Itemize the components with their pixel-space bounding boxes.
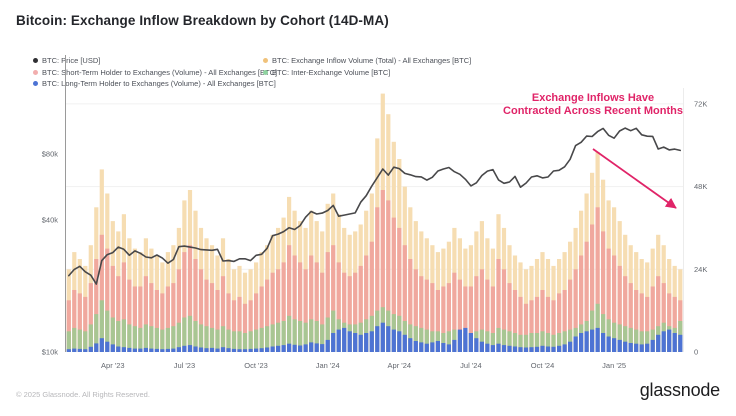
total-inflow-legend-dot-icon	[263, 58, 268, 64]
glassnode-logo: glassnode	[639, 380, 720, 400]
legend-label: BTC: Long-Term Holder to Exchanges (Volu…	[42, 79, 276, 89]
inter-exchange-legend-dot-icon	[263, 69, 268, 75]
annotation-arrow-icon	[592, 148, 677, 209]
x-axis-labels: Apr '23 Jul '23 Oct '23 Jan '24 Apr '24 Jul '…	[101, 361, 626, 370]
svg-text:$40k: $40k	[42, 215, 59, 224]
left-axis-labels: $10k $40k $80k	[42, 149, 59, 356]
svg-text:Oct '24: Oct '24	[531, 361, 555, 370]
legend-item-total-inflow[interactable]: BTC: Exchange Inflow Volume (Total) - Al…	[263, 55, 471, 67]
short-term-holder-legend-dot-icon	[33, 69, 38, 75]
annotation-line-2: Contracted Across Recent Months	[503, 105, 683, 117]
legend-item-inter-exchange[interactable]: BTC: Inter-Exchange Volume [BTC]	[263, 67, 471, 79]
legend-label: BTC: Price [USD]	[42, 56, 101, 66]
svg-text:Jul '24: Jul '24	[460, 361, 481, 370]
svg-text:0: 0	[694, 348, 698, 357]
long-term-holder-legend-dot-icon	[33, 81, 38, 87]
bars-lth	[66, 322, 683, 352]
legend-item-long-term-holder[interactable]: BTC: Long-Term Holder to Exchanges (Volu…	[33, 78, 276, 90]
chart-annotation: Exchange Inflows Have Contracted Across …	[448, 92, 736, 118]
legend-label: BTC: Inter-Exchange Volume [BTC]	[272, 67, 391, 77]
price-line	[68, 127, 681, 285]
svg-text:72K: 72K	[694, 99, 707, 108]
svg-text:Jul '23: Jul '23	[174, 361, 195, 370]
svg-text:Apr '23: Apr '23	[101, 361, 125, 370]
legend-item-price[interactable]: BTC: Price [USD]	[33, 55, 263, 67]
svg-text:48K: 48K	[694, 182, 707, 191]
svg-text:Oct '23: Oct '23	[244, 361, 268, 370]
page-title: Bitcoin: Exchange Inflow Breakdown by Co…	[16, 13, 389, 28]
chart-legend: BTC: Price [USD] BTC: Exchange Inflow Vo…	[33, 55, 471, 90]
price-legend-dot-icon	[33, 58, 38, 64]
legend-label: BTC: Short-Term Holder to Exchanges (Vol…	[42, 67, 278, 77]
svg-text:Jan '24: Jan '24	[316, 361, 340, 370]
svg-text:$80k: $80k	[42, 149, 59, 158]
bars-sth	[66, 190, 683, 352]
legend-item-short-term-holder[interactable]: BTC: Short-Term Holder to Exchanges (Vol…	[33, 67, 277, 79]
copyright-text: © 2025 Glassnode. All Rights Reserved.	[16, 390, 150, 399]
legend-label: BTC: Exchange Inflow Volume (Total) - Al…	[272, 56, 472, 66]
svg-text:Jan '25: Jan '25	[602, 361, 626, 370]
svg-text:Apr '24: Apr '24	[388, 361, 412, 370]
annotation-line-1: Exchange Inflows Have	[531, 92, 655, 104]
svg-text:$10k: $10k	[42, 348, 59, 357]
svg-text:24K: 24K	[694, 265, 707, 274]
right-axis-labels: 0 24K 48K 72K	[694, 99, 707, 356]
